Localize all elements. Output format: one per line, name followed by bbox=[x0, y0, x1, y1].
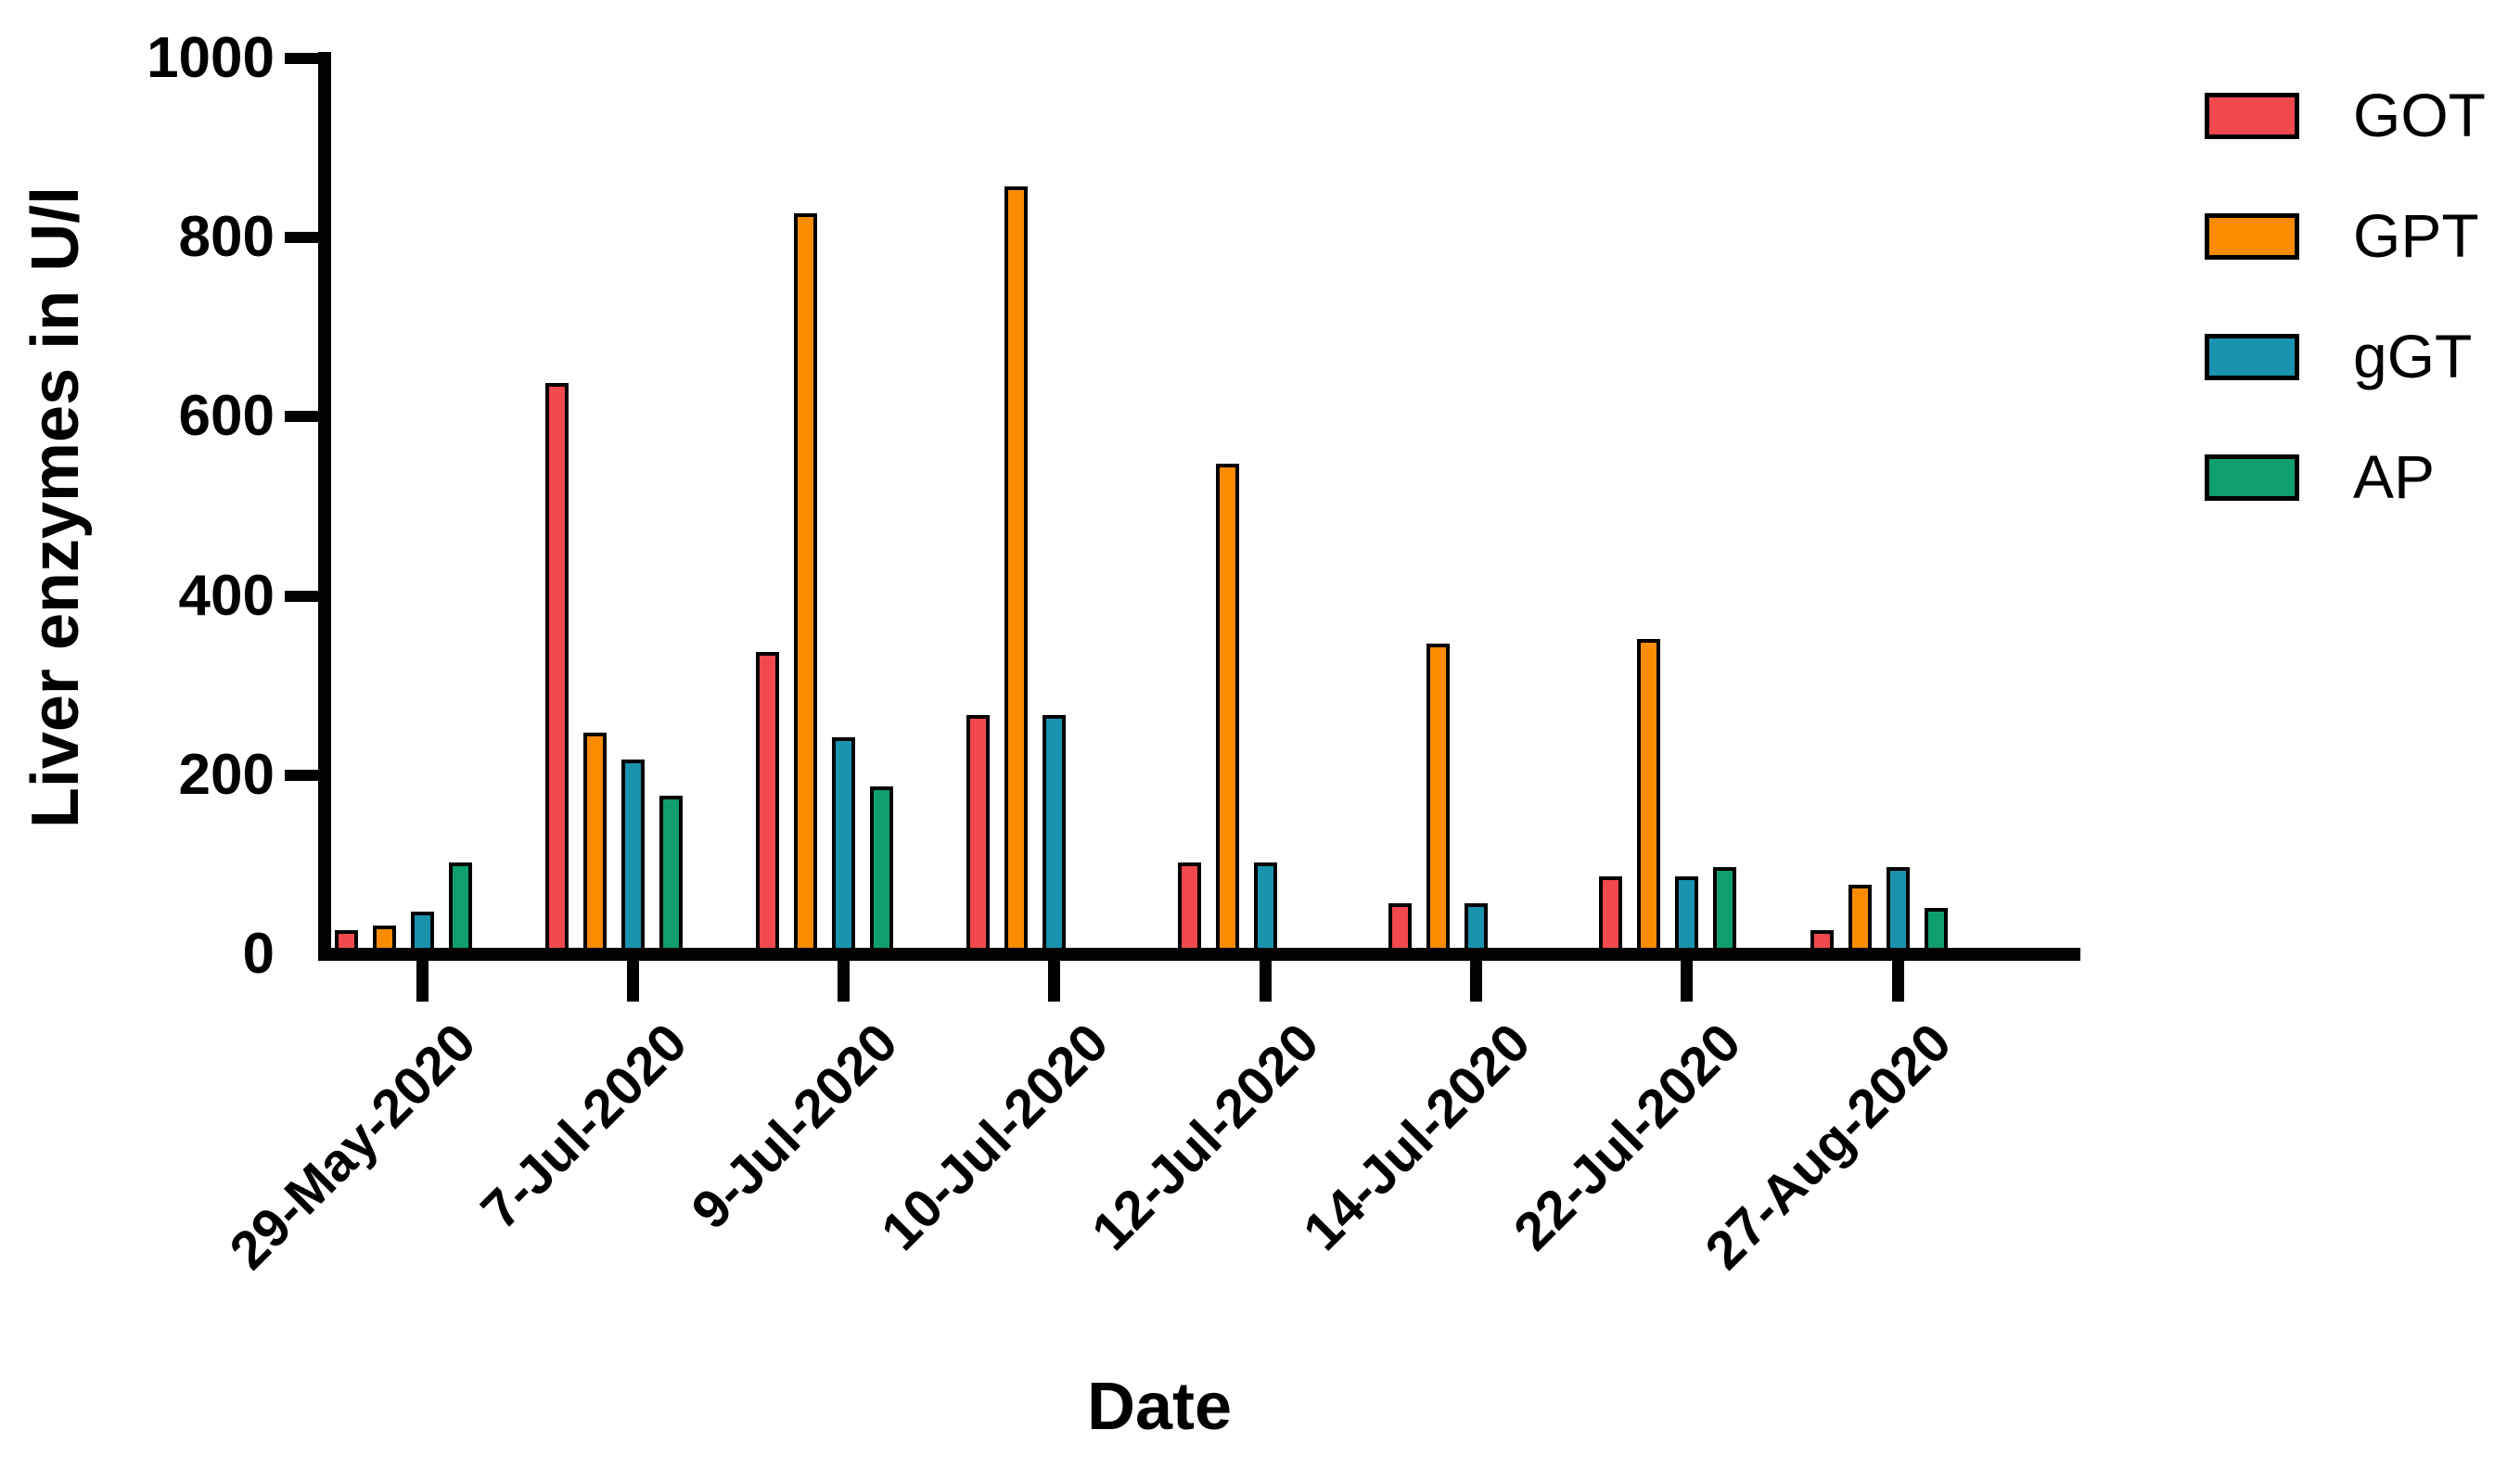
legend-label: GPT bbox=[2353, 201, 2479, 270]
x-axis-tick bbox=[1259, 961, 1272, 1002]
x-axis-tick bbox=[1048, 961, 1061, 1002]
bar-GOT-22-Jul-2020 bbox=[1599, 875, 1623, 952]
bar-GOT-9-Jul-2020 bbox=[756, 652, 780, 952]
x-axis-tick bbox=[1681, 961, 1694, 1002]
bar-GOT-14-Jul-2020 bbox=[1388, 902, 1412, 952]
bar-GPT-22-Jul-2020 bbox=[1637, 638, 1661, 952]
bar-gGT-29-May-2020 bbox=[410, 912, 434, 952]
y-tick-label: 400 bbox=[178, 563, 275, 628]
x-axis-tick bbox=[416, 961, 429, 1002]
bar-gGT-12-Jul-2020 bbox=[1253, 862, 1277, 952]
x-axis-tick bbox=[838, 961, 851, 1002]
bar-gGT-22-Jul-2020 bbox=[1675, 875, 1699, 952]
y-tick-label: 200 bbox=[178, 742, 275, 807]
bar-gGT-14-Jul-2020 bbox=[1465, 902, 1488, 952]
y-axis-tick bbox=[285, 590, 318, 602]
bar-gGT-27-Aug-2020 bbox=[1886, 867, 1910, 952]
x-axis-tick bbox=[1891, 961, 1904, 1002]
legend-label: GOT bbox=[2353, 81, 2486, 149]
legend-label: AP bbox=[2353, 442, 2436, 511]
y-axis-line bbox=[318, 52, 331, 961]
y-tick-label: 1000 bbox=[147, 26, 275, 90]
bar-GPT-29-May-2020 bbox=[372, 925, 396, 952]
x-tick-label: 12-Jul-2020 bbox=[1081, 1012, 1331, 1262]
y-axis-tick bbox=[285, 411, 318, 423]
bar-GPT-27-Aug-2020 bbox=[1848, 885, 1872, 952]
x-axis-tick bbox=[626, 961, 639, 1002]
bar-GPT-9-Jul-2020 bbox=[794, 212, 818, 952]
bar-GPT-12-Jul-2020 bbox=[1215, 464, 1239, 952]
bar-AP-9-Jul-2020 bbox=[870, 786, 894, 952]
y-tick-label: 800 bbox=[178, 205, 275, 270]
bar-GPT-10-Jul-2020 bbox=[1004, 185, 1029, 952]
bar-gGT-9-Jul-2020 bbox=[832, 736, 856, 952]
x-axis-tick bbox=[1470, 961, 1482, 1002]
bar-GOT-12-Jul-2020 bbox=[1177, 862, 1201, 952]
bar-AP-29-May-2020 bbox=[448, 862, 472, 952]
x-axis-title: Date bbox=[1086, 1370, 1233, 1444]
bar-gGT-10-Jul-2020 bbox=[1043, 714, 1067, 952]
x-tick-label: 9-Jul-2020 bbox=[680, 1012, 909, 1241]
bar-AP-27-Aug-2020 bbox=[1924, 907, 1948, 952]
y-tick-label: 600 bbox=[178, 384, 275, 449]
legend-label: gGT bbox=[2353, 322, 2473, 390]
legend-swatch-GPT bbox=[2205, 213, 2299, 260]
legend-swatch-GOT bbox=[2205, 93, 2299, 139]
y-axis-tick bbox=[285, 769, 318, 781]
bar-gGT-7-Jul-2020 bbox=[620, 760, 645, 952]
bar-GPT-7-Jul-2020 bbox=[582, 733, 607, 952]
bar-AP-22-Jul-2020 bbox=[1713, 867, 1737, 952]
y-axis-tick bbox=[285, 53, 318, 64]
y-axis-tick bbox=[285, 232, 318, 244]
y-tick-label: 0 bbox=[242, 922, 275, 986]
x-axis-line bbox=[318, 948, 2080, 961]
legend-swatch-AP bbox=[2205, 454, 2299, 501]
x-tick-label: 29-May-2020 bbox=[218, 1012, 488, 1282]
bar-GPT-14-Jul-2020 bbox=[1426, 643, 1450, 952]
bar-AP-7-Jul-2020 bbox=[659, 795, 683, 952]
x-tick-label: 7-Jul-2020 bbox=[468, 1012, 698, 1241]
y-axis-title: Liver enzymes in U/l bbox=[19, 185, 93, 829]
bar-GOT-7-Jul-2020 bbox=[544, 383, 569, 952]
legend-swatch-gGT bbox=[2205, 334, 2299, 380]
x-tick-label: 14-Jul-2020 bbox=[1291, 1012, 1541, 1262]
bar-GOT-10-Jul-2020 bbox=[966, 714, 991, 952]
x-tick-label: 10-Jul-2020 bbox=[869, 1012, 1120, 1262]
